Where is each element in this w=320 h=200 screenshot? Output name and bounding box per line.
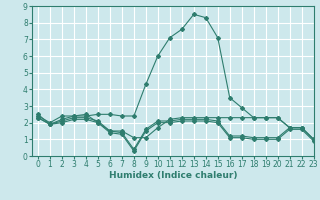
X-axis label: Humidex (Indice chaleur): Humidex (Indice chaleur) xyxy=(108,171,237,180)
